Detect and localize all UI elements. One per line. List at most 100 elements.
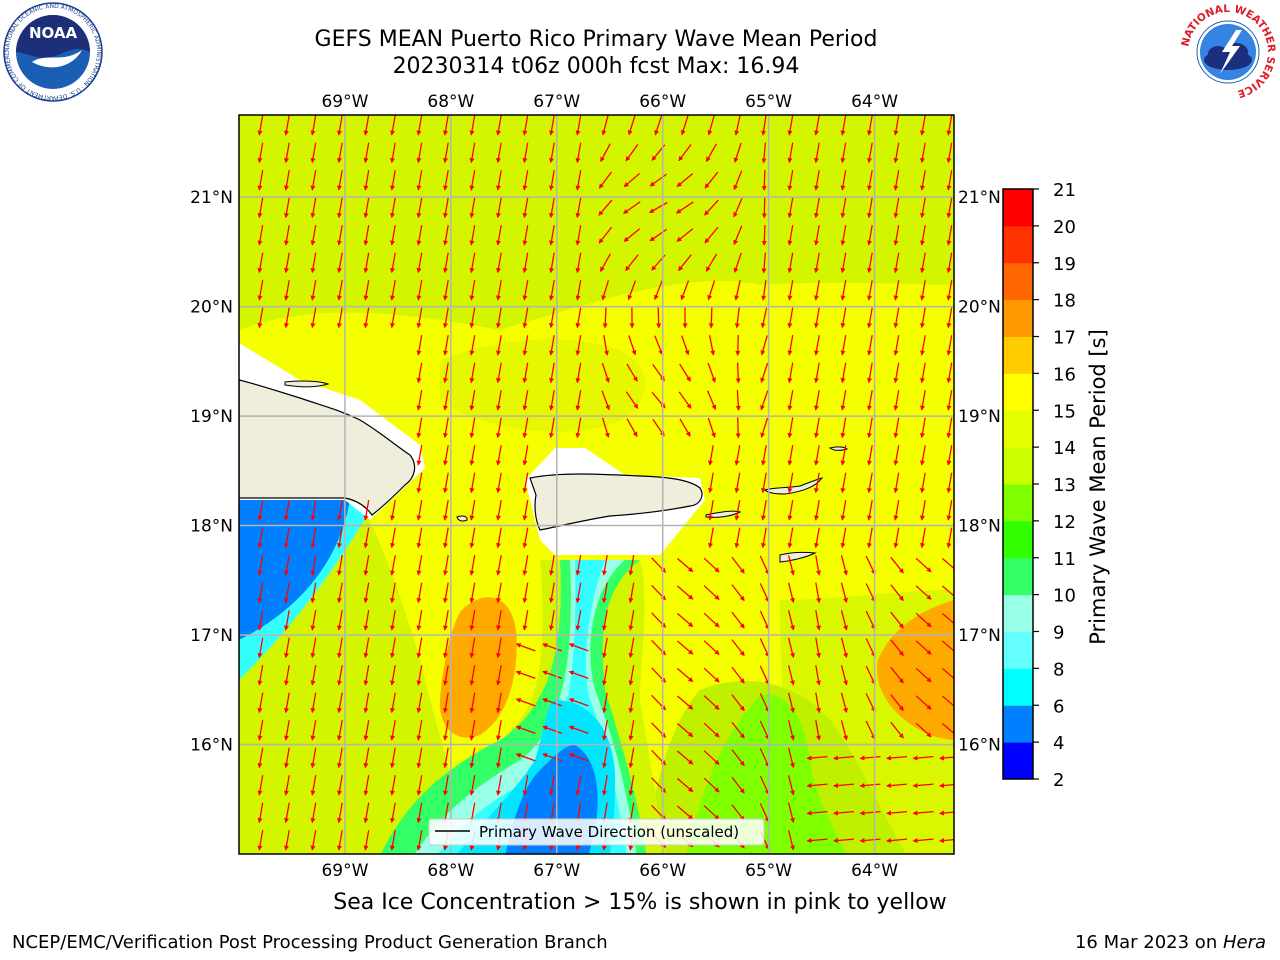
wave-arrow	[542, 698, 563, 707]
wave-arrow	[469, 280, 476, 301]
wave-arrow	[833, 838, 855, 844]
wave-arrow	[628, 720, 635, 741]
wave-arrow	[257, 280, 264, 301]
wave-arrow	[390, 115, 396, 136]
wave-arrow	[815, 555, 821, 576]
wave-arrow	[707, 417, 716, 438]
wave-arrow	[337, 830, 343, 851]
footer-date: 16 Mar 2023 on Hera	[1074, 932, 1266, 953]
wave-arrow	[676, 173, 694, 188]
wave-arrow	[549, 142, 555, 164]
wave-arrow	[893, 197, 900, 219]
wave-arrow	[575, 555, 582, 576]
wave-arrow	[416, 280, 423, 301]
wave-arrow	[708, 472, 714, 494]
wave-arrow	[416, 692, 423, 714]
wave-arrow	[416, 445, 423, 466]
lat-tick-label: 17°N	[958, 626, 1001, 646]
wave-arrow	[676, 640, 694, 655]
wave-arrow	[626, 363, 638, 382]
wave-arrow	[469, 747, 476, 769]
wave-arrow	[867, 142, 873, 164]
wave-arrow	[704, 226, 719, 244]
wave-arrow	[416, 115, 423, 136]
wave-arrow	[310, 252, 317, 274]
wave-arrow	[867, 115, 873, 136]
wave-arrow	[542, 753, 563, 762]
wave-arrow	[337, 720, 343, 741]
wave-arrow	[787, 747, 795, 769]
colorbar-tick-label: 17	[1053, 328, 1076, 349]
wave-arrow	[284, 500, 290, 521]
wave-arrow	[575, 417, 582, 439]
wave-arrow	[814, 445, 820, 466]
wave-arrow	[676, 805, 694, 820]
colorbar-tick-label: 10	[1053, 586, 1076, 607]
wave-arrow	[946, 527, 953, 549]
wave-arrow	[649, 173, 667, 187]
wave-arrow	[496, 197, 502, 219]
lat-tick-label: 21°N	[190, 188, 233, 208]
lon-tick-label: 64°W	[851, 861, 898, 881]
wave-arrow	[496, 500, 502, 521]
wave-arrow	[363, 500, 370, 521]
wave-arrow	[915, 557, 932, 573]
wave-arrow	[759, 748, 770, 768]
wave-arrow	[920, 390, 926, 411]
wave-arrow	[787, 170, 794, 191]
wave-arrow	[443, 335, 449, 356]
colorbar-segment	[1003, 557, 1033, 596]
wave-arrow	[890, 666, 904, 684]
wave-arrow	[815, 610, 821, 631]
wave-arrow	[310, 197, 317, 219]
wave-arrow	[865, 583, 876, 603]
wave-arrow	[760, 307, 768, 329]
wave-arrow	[416, 500, 423, 521]
wave-arrow	[815, 692, 821, 714]
wave-arrow	[625, 391, 639, 410]
lat-tick-label: 19°N	[958, 407, 1001, 427]
wave-arrow	[549, 610, 555, 631]
wave-arrow	[920, 142, 926, 164]
wave-arrow	[867, 362, 873, 384]
map-frame	[238, 114, 955, 855]
wave-arrow	[310, 555, 317, 576]
wave-arrow	[522, 225, 529, 246]
colorbar-tick-label: 16	[1053, 364, 1076, 385]
wave-arrow	[920, 472, 926, 494]
lon-tick-label: 66°W	[639, 861, 686, 881]
wave-arrow	[575, 197, 582, 219]
wave-arrow	[284, 610, 290, 631]
wave-arrow	[284, 802, 290, 824]
wave-arrow	[469, 472, 476, 494]
wave-arrow	[915, 667, 932, 683]
graticule	[239, 115, 954, 854]
wave-arrow	[469, 390, 476, 411]
wave-arrow	[549, 170, 555, 191]
footer-credit: NCEP/EMC/Verification Post Processing Pr…	[12, 932, 608, 953]
wave-arrow	[310, 115, 317, 136]
wave-arrow	[815, 665, 821, 686]
wave-arrow	[859, 810, 881, 816]
wave-arrow	[363, 142, 370, 164]
wave-arrow	[602, 637, 608, 659]
wave-arrow	[522, 390, 529, 411]
wave-arrow	[469, 170, 476, 191]
wave-arrow	[602, 307, 608, 329]
wave-arrow	[337, 280, 343, 301]
wave-arrow	[840, 582, 848, 604]
wave-arrow	[443, 170, 449, 191]
wave-arrow	[628, 692, 635, 714]
colorbar-tick-label: 15	[1053, 401, 1076, 422]
wave-arrow	[622, 201, 641, 214]
wave-arrow	[257, 582, 264, 604]
svg-text:NOAA: NOAA	[29, 24, 78, 42]
wave-arrow	[363, 692, 370, 714]
wave-arrow	[469, 335, 476, 356]
wave-arrow	[568, 698, 589, 707]
wave-arrow	[814, 252, 820, 274]
wave-arrow	[865, 693, 876, 713]
wave-arrow	[496, 115, 502, 136]
wave-arrow	[941, 668, 954, 683]
wave-arrow	[939, 810, 954, 816]
